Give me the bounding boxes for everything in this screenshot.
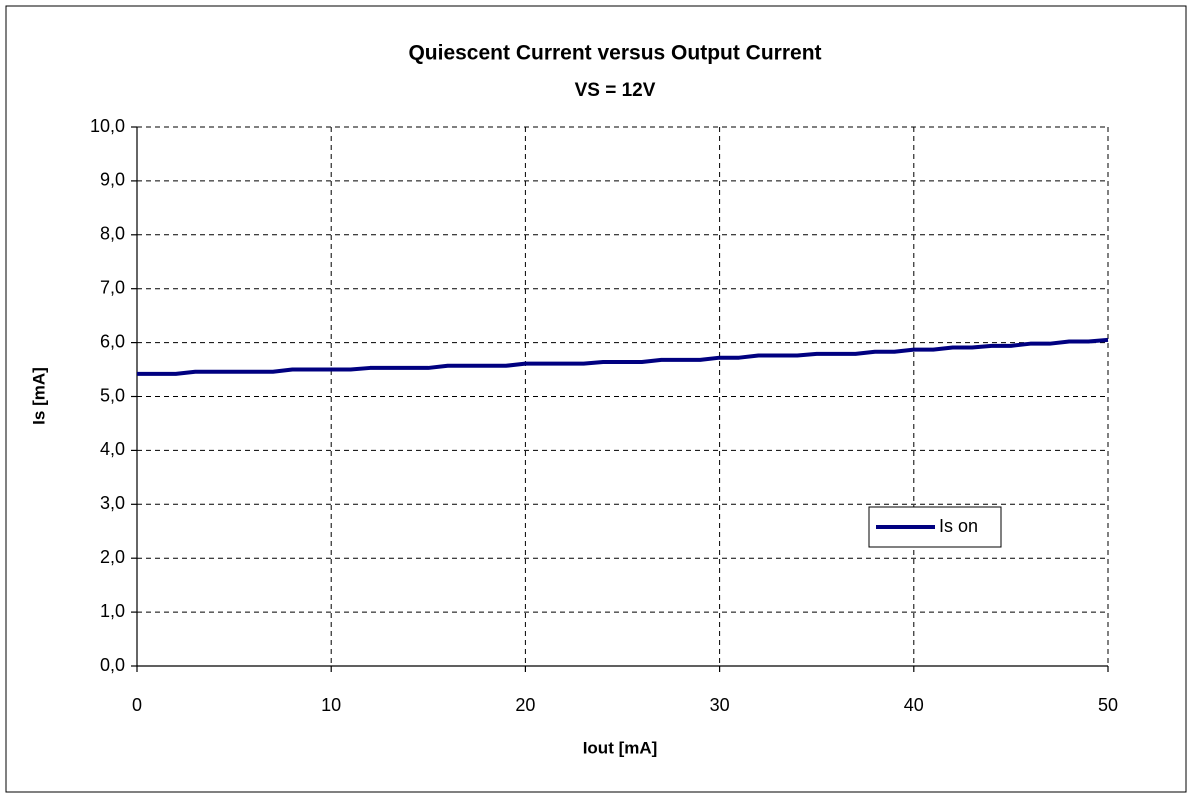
y-tick-label: 4,0 [100,439,125,459]
x-axis-label: Iout [mA] [583,738,658,757]
chart-title: Quiescent Current versus Output Current [408,42,821,65]
y-tick-label: 8,0 [100,224,125,244]
data-line [137,337,1109,376]
y-tick-label: 10,0 [90,116,125,136]
y-tick-label: 0,0 [100,655,125,675]
x-tick-label: 50 [1098,695,1118,715]
x-tick-label: 10 [321,695,341,715]
legend-label: Is on [939,516,978,536]
x-tick-label: 0 [132,695,142,715]
y-tick-label: 9,0 [100,170,125,190]
y-tick-label: 5,0 [100,385,125,405]
y-tick-label: 1,0 [100,601,125,621]
x-tick-label: 30 [710,695,730,715]
chart-subtitle: VS = 12V [575,80,656,101]
x-tick-label: 20 [515,695,535,715]
x-tick-label: 40 [904,695,924,715]
y-axis-label: Is [mA] [29,367,48,425]
y-tick-label: 2,0 [100,547,125,567]
y-tick-label: 7,0 [100,277,125,297]
chart-border [5,5,1187,793]
y-tick-label: 3,0 [100,493,125,513]
y-tick-label: 6,0 [100,331,125,351]
